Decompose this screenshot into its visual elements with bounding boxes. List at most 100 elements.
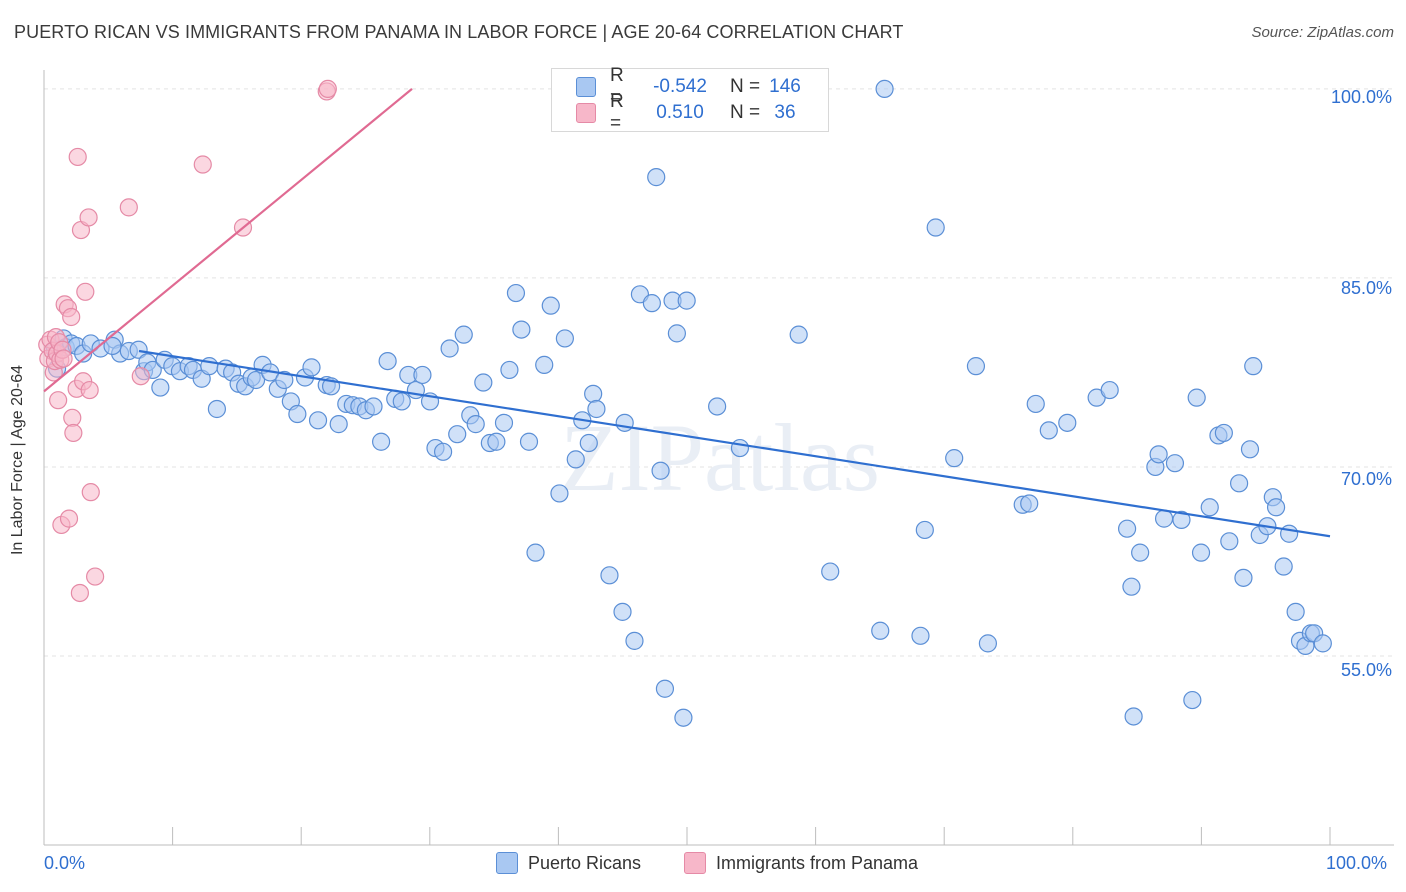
point-panama (86, 567, 105, 586)
stats-legend: R = -0.542 N = 146 R = 0.510 N = 36 (551, 65, 829, 134)
legend-n-value: 36 (774, 102, 796, 123)
x-tick-label-max: 100.0% (1326, 853, 1388, 873)
point-puerto-rican (871, 621, 890, 640)
point-puerto-rican (625, 631, 644, 650)
point-puerto-rican (600, 566, 619, 585)
point-puerto-rican (1313, 634, 1332, 653)
point-puerto-rican (288, 404, 307, 424)
point-puerto-rican (535, 355, 554, 374)
point-puerto-rican (677, 291, 696, 310)
point-puerto-rican (302, 358, 321, 377)
point-puerto-rican (613, 602, 632, 621)
legend-swatch-pink (684, 852, 706, 874)
series-immigrants-from-panama (38, 79, 337, 603)
point-puerto-rican (506, 283, 526, 303)
point-panama (62, 307, 81, 327)
point-puerto-rican (392, 392, 411, 411)
point-puerto-rican (1020, 494, 1039, 513)
point-puerto-rican (129, 340, 148, 359)
y-tick-label-70: 70.0% (1340, 469, 1392, 489)
legend-r-label: R = (610, 91, 624, 134)
point-panama (70, 583, 89, 603)
point-puerto-rican (1286, 602, 1305, 621)
legend-item-puerto-ricans: Puerto Ricans (496, 852, 641, 874)
point-puerto-rican (151, 378, 170, 397)
point-puerto-rican (1234, 568, 1253, 587)
point-puerto-rican (1187, 388, 1206, 407)
point-puerto-rican (550, 484, 569, 503)
point-puerto-rican (1165, 454, 1185, 473)
legend-label: Puerto Ricans (528, 852, 642, 873)
point-puerto-rican (440, 339, 459, 358)
point-puerto-rican (875, 79, 894, 99)
legend-r-value: 0.510 (656, 102, 704, 123)
point-puerto-rican (1039, 421, 1058, 440)
legend-item-panama: Immigrants from Panama (684, 852, 918, 874)
point-puerto-rican (1149, 445, 1168, 464)
point-puerto-rican (466, 415, 485, 434)
point-puerto-rican (372, 432, 391, 451)
point-puerto-rican (730, 438, 750, 458)
point-panama (68, 147, 87, 167)
point-puerto-rican (915, 520, 934, 540)
point-puerto-rican (655, 679, 675, 698)
point-puerto-rican (642, 294, 661, 313)
point-puerto-rican (1240, 440, 1260, 459)
x-tick-label-min: 0.0% (44, 853, 86, 873)
point-puerto-rican (1191, 543, 1211, 562)
legend-n-value: 146 (769, 76, 801, 97)
axes (43, 70, 1394, 846)
point-puerto-rican (1183, 690, 1202, 710)
point-puerto-rican (103, 336, 122, 356)
point-puerto-rican (474, 373, 493, 392)
point-puerto-rican (1026, 394, 1045, 414)
legend-row-puerto-ricans: R = -0.542 N = 146 (576, 65, 808, 108)
point-puerto-rican (1229, 474, 1249, 493)
point-panama (79, 208, 98, 227)
point-puerto-rican (275, 370, 294, 390)
point-puerto-rican (579, 433, 598, 453)
point-puerto-rican (329, 415, 348, 434)
legend-r-label: R = (610, 65, 624, 108)
point-puerto-rican (1058, 413, 1077, 432)
point-puerto-rican (448, 425, 467, 444)
point-puerto-rican (945, 449, 964, 468)
legend-r-value: -0.542 (653, 76, 707, 97)
point-puerto-rican (1117, 519, 1137, 538)
legend-swatch-blue (496, 852, 518, 874)
point-panama (63, 408, 82, 427)
point-puerto-rican (1220, 532, 1239, 551)
point-puerto-rican (1100, 380, 1119, 400)
point-puerto-rican (207, 399, 227, 419)
point-panama (80, 380, 99, 400)
point-puerto-rican (1124, 707, 1143, 726)
point-puerto-rican (584, 384, 603, 403)
point-puerto-rican (587, 399, 606, 419)
point-puerto-rican (512, 320, 531, 339)
legend-n-label: N = (730, 102, 761, 123)
point-panama (318, 79, 337, 99)
point-puerto-rican (1244, 357, 1263, 376)
point-puerto-rican (1280, 524, 1299, 543)
point-panama (193, 155, 212, 174)
point-puerto-rican (1214, 423, 1233, 443)
point-panama (81, 483, 100, 502)
point-puerto-rican (1274, 557, 1293, 576)
point-puerto-rican (615, 413, 634, 432)
point-panama (49, 391, 68, 410)
legend-swatch-blue (576, 77, 596, 97)
point-puerto-rican (966, 357, 986, 376)
point-puerto-rican (308, 411, 328, 430)
point-puerto-rican (555, 329, 574, 348)
point-puerto-rican (454, 325, 473, 344)
legend-label: Immigrants from Panama (716, 852, 919, 873)
point-puerto-rican (500, 360, 519, 380)
point-puerto-rican (433, 442, 453, 461)
point-puerto-rican (651, 461, 670, 480)
point-puerto-rican (926, 218, 945, 237)
point-puerto-rican (378, 351, 397, 371)
point-puerto-rican (487, 432, 506, 451)
trend-lines (43, 88, 1331, 538)
watermark: ZIPatlas (560, 404, 880, 511)
